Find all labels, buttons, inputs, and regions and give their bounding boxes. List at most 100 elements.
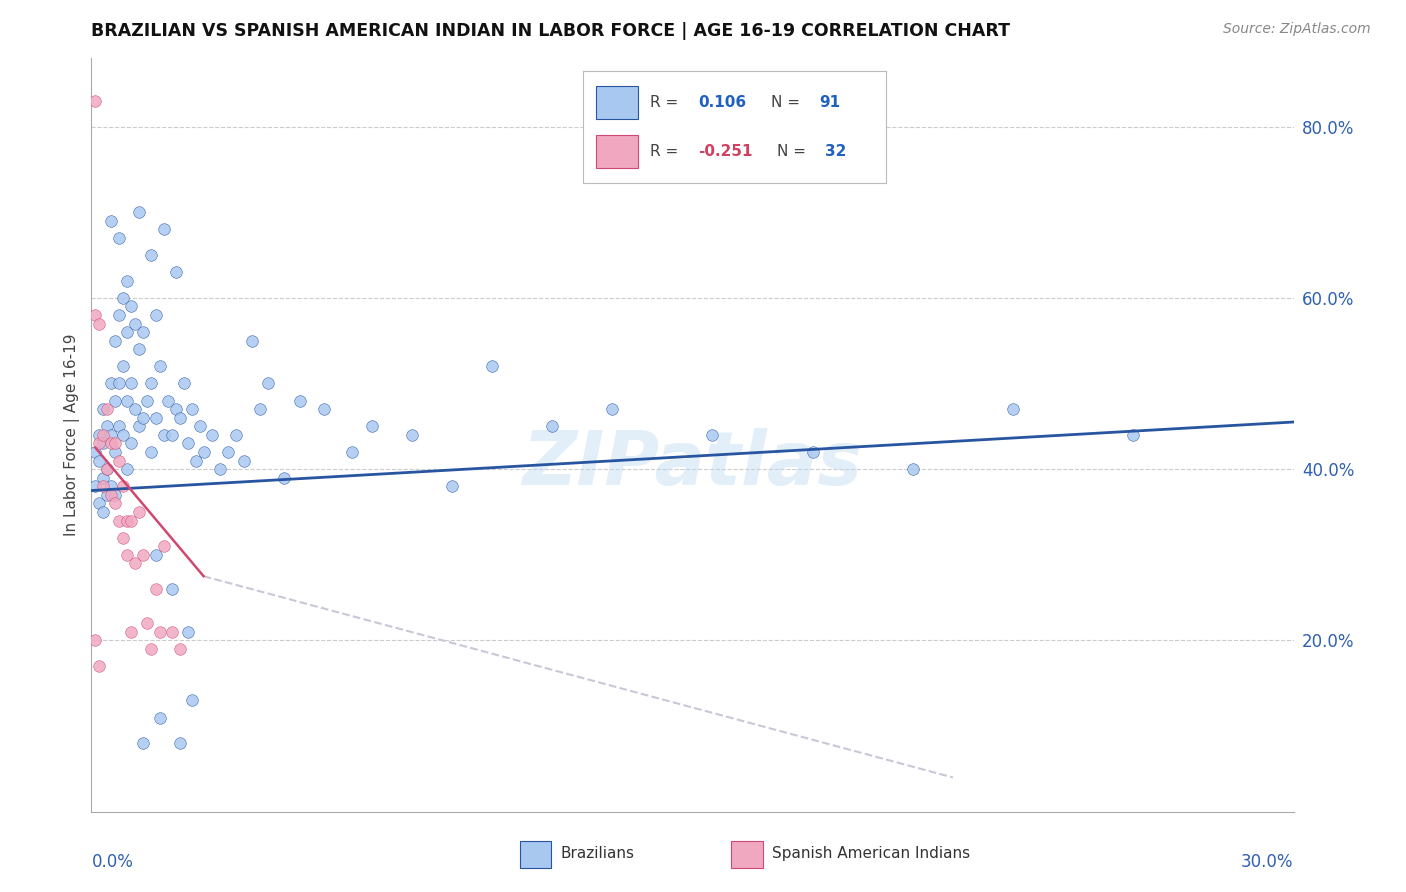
Text: N =: N =	[770, 95, 804, 110]
Point	[112, 531, 135, 545]
Point	[136, 616, 159, 631]
Point	[440, 479, 463, 493]
Point	[117, 462, 139, 476]
Point	[100, 479, 122, 493]
Text: BRAZILIAN VS SPANISH AMERICAN INDIAN IN LABOR FORCE | AGE 16-19 CORRELATION CHAR: BRAZILIAN VS SPANISH AMERICAN INDIAN IN …	[91, 22, 1011, 40]
Point	[169, 410, 191, 425]
Point	[152, 427, 174, 442]
Point	[84, 479, 107, 493]
Point	[89, 453, 111, 467]
Point	[169, 642, 191, 657]
Point	[169, 736, 191, 750]
Point	[132, 548, 155, 562]
Point	[104, 445, 127, 459]
Point	[104, 393, 127, 408]
Point	[124, 317, 146, 331]
Point	[117, 514, 139, 528]
Point	[188, 419, 211, 434]
FancyBboxPatch shape	[731, 841, 762, 868]
Point	[180, 693, 202, 707]
Point	[84, 94, 107, 108]
Text: 30.0%: 30.0%	[1241, 853, 1294, 871]
Point	[124, 557, 146, 571]
Point	[84, 633, 107, 648]
Text: 91: 91	[820, 95, 841, 110]
Point	[141, 642, 163, 657]
Point	[160, 427, 183, 442]
Point	[84, 445, 107, 459]
Point	[152, 539, 174, 553]
Text: R =: R =	[650, 145, 683, 159]
Point	[148, 624, 170, 639]
Point	[132, 410, 155, 425]
Point	[104, 436, 127, 450]
Point	[541, 419, 564, 434]
Point	[1001, 402, 1024, 417]
Point	[128, 342, 150, 356]
Text: 0.0%: 0.0%	[91, 853, 134, 871]
Point	[160, 624, 183, 639]
Point	[225, 427, 247, 442]
Point	[104, 496, 127, 510]
Point	[96, 402, 118, 417]
Text: Brazilians: Brazilians	[560, 847, 634, 861]
FancyBboxPatch shape	[596, 86, 638, 120]
Point	[152, 222, 174, 236]
Point	[340, 445, 363, 459]
Point	[173, 376, 195, 391]
Point	[176, 624, 198, 639]
Point	[108, 514, 131, 528]
Point	[132, 325, 155, 339]
Point	[108, 419, 131, 434]
Point	[141, 248, 163, 262]
Text: Source: ZipAtlas.com: Source: ZipAtlas.com	[1223, 22, 1371, 37]
Point	[89, 317, 111, 331]
Point	[89, 427, 111, 442]
Point	[141, 445, 163, 459]
Point	[256, 376, 278, 391]
Point	[100, 376, 122, 391]
Point	[108, 308, 131, 322]
Point	[112, 359, 135, 374]
Point	[117, 274, 139, 288]
Point	[112, 291, 135, 305]
Point	[112, 479, 135, 493]
Point	[93, 402, 115, 417]
FancyBboxPatch shape	[596, 135, 638, 169]
Point	[145, 582, 167, 596]
Point	[128, 205, 150, 219]
Point	[217, 445, 239, 459]
Point	[148, 359, 170, 374]
Point	[801, 445, 824, 459]
Point	[104, 334, 127, 348]
Point	[89, 436, 111, 450]
Text: R =: R =	[650, 95, 683, 110]
Point	[145, 410, 167, 425]
Point	[121, 514, 143, 528]
Point	[93, 471, 115, 485]
Point	[141, 376, 163, 391]
Point	[112, 427, 135, 442]
Point	[84, 308, 107, 322]
Text: N =: N =	[778, 145, 811, 159]
Point	[136, 393, 159, 408]
Point	[100, 213, 122, 227]
Point	[193, 445, 215, 459]
Text: ZIPatlas: ZIPatlas	[523, 428, 862, 501]
Point	[176, 436, 198, 450]
Point	[93, 505, 115, 519]
Point	[108, 231, 131, 245]
Point	[124, 402, 146, 417]
Point	[96, 462, 118, 476]
Point	[121, 624, 143, 639]
Point	[108, 376, 131, 391]
Point	[93, 427, 115, 442]
Point	[184, 453, 207, 467]
Point	[121, 436, 143, 450]
Point	[104, 488, 127, 502]
Text: Spanish American Indians: Spanish American Indians	[772, 847, 970, 861]
Point	[148, 710, 170, 724]
Point	[93, 436, 115, 450]
Point	[901, 462, 924, 476]
Point	[165, 402, 187, 417]
